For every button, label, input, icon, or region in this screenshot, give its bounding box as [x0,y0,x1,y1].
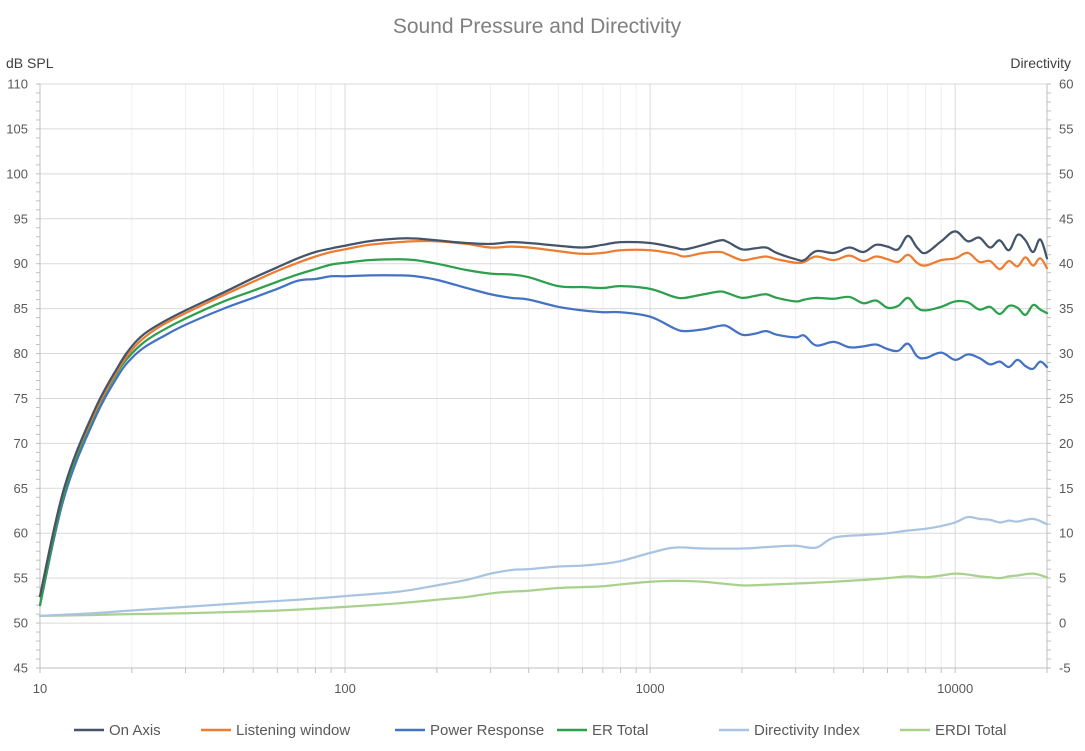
x-tick-label: 10 [33,681,47,696]
grid [39,83,1048,669]
series-line-on-axis [38,230,1049,598]
series-line-erdi-total [38,572,1049,618]
y-tick-label-right: 60 [1059,77,1073,92]
y-tick-label-right: 10 [1059,526,1073,541]
x-tick-label: 100 [334,681,356,696]
x-tick-label: 1000 [636,681,665,696]
series-line-er-total [38,258,1049,607]
legend: On Axis Listening window Power Response ER … [74,722,1006,739]
y-tick-label-right: 40 [1059,256,1073,271]
y-tick-label-right: 15 [1059,481,1073,496]
legend-label-listening-window: Listening window [236,722,350,739]
y-tick-label-left: 90 [14,256,28,271]
y-tick-label-left: 95 [14,211,28,226]
legend-label-on-axis: On Axis [109,722,161,739]
y-tick-label-left: 70 [14,436,28,451]
y-tick-label-right: 50 [1059,166,1073,181]
legend-label-directivity-index: Directivity Index [754,722,860,739]
y-axis-left-title: dB SPL [6,55,54,71]
series-line-power-response [38,274,1049,607]
legend-label-erdi-total: ERDI Total [935,722,1006,739]
y-tick-label-right: 35 [1059,301,1073,316]
y-tick-label-left: 100 [6,166,28,181]
y-tick-label-right: 30 [1059,346,1073,361]
y-tick-label-right: 45 [1059,211,1073,226]
y-tick-label-right: 0 [1059,616,1066,631]
y-tick-label-left: 110 [7,77,28,92]
y-axis-right-title: Directivity [1010,55,1071,71]
y-tick-label-left: 65 [14,481,28,496]
series-line-listening-window [38,239,1049,598]
y-tick-label-left: 60 [14,526,28,541]
axes: 45 50 55 60 65 70 75 80 85 90 95 100 105 110 -5 0 5 10 15 2… [6,77,1073,697]
y-tick-label-left: 50 [14,616,28,631]
x-tick-label: 10000 [937,681,973,696]
y-tick-label-left: 80 [14,346,28,361]
y-tick-label-right: -5 [1059,661,1071,676]
series-line-directivity-index [38,515,1049,618]
legend-label-er-total: ER Total [592,722,648,739]
y-tick-label-left: 55 [14,571,28,586]
series-group [38,230,1049,618]
y-tick-label-right: 5 [1059,571,1066,586]
y-tick-label-left: 75 [14,391,28,406]
y-tick-label-right: 55 [1059,121,1073,136]
y-tick-label-right: 20 [1059,436,1073,451]
y-tick-label-left: 85 [14,301,28,316]
legend-label-power-response: Power Response [430,722,544,739]
chart-title: Sound Pressure and Directivity [393,15,682,38]
y-tick-label-right: 25 [1059,391,1073,406]
y-tick-label-left: 45 [14,661,28,676]
y-tick-label-left: 105 [6,121,28,136]
